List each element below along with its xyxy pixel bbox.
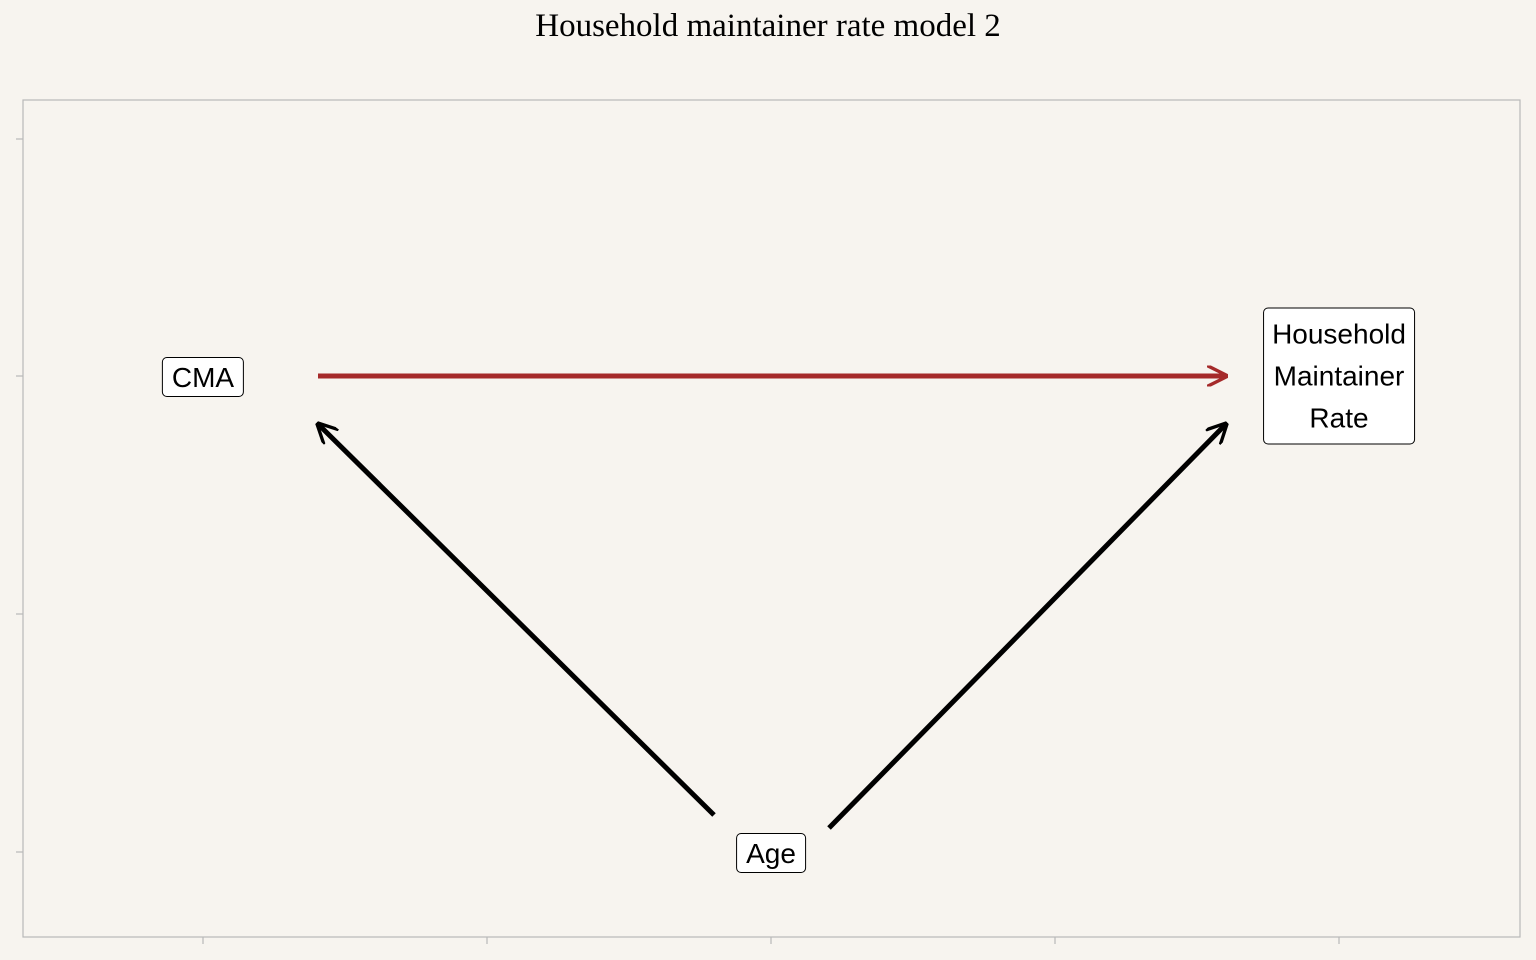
edge-age-to-cma: [318, 424, 716, 817]
node-age: Age: [736, 833, 806, 873]
edge-age-to-outcome: [827, 424, 1226, 830]
node-cma-label: CMA: [171, 362, 235, 393]
node-outcome-line-1: Household: [1272, 318, 1406, 350]
diagram-title: Household maintainer rate model 2: [535, 8, 1001, 44]
node-outcome-line-3: Rate: [1309, 402, 1369, 434]
node-cma: CMA: [161, 357, 245, 397]
y-axis-ticks: [16, 138, 23, 853]
node-age-label: Age: [746, 838, 796, 869]
x-axis-ticks: [202, 937, 1340, 944]
node-household-maintainer-rate: Household Maintainer Rate: [1263, 307, 1415, 445]
plot-panel: [22, 99, 1521, 938]
node-outcome-line-2: Maintainer: [1273, 360, 1405, 392]
